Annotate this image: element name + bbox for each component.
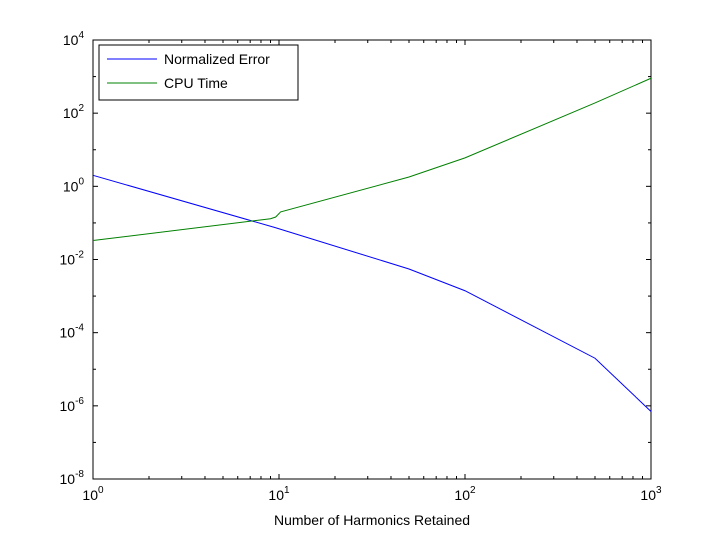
y-tick-label: 10-2 [60,250,85,268]
y-tick-label: 10-4 [60,323,85,341]
plot-area [92,39,652,480]
x-tick-label: 102 [454,485,476,503]
series-line-2 [92,77,652,242]
x-axis-title: Number of Harmonics Retained [274,512,470,528]
series-lines [92,77,652,412]
y-tick-label: 100 [63,176,85,194]
legend: Normalized Error CPU Time [98,44,299,101]
y-tick-label: 10-6 [60,396,85,414]
axis-ticks: 100 101 102 103 10-8 10-6 10-4 10-2 100 102 104 [60,30,662,503]
series-line-1 [92,174,652,412]
legend-box [98,44,299,101]
x-tick-label: 100 [82,485,104,503]
x-tick-label: 103 [640,485,662,503]
y-tick-label: 10-8 [60,469,85,487]
y-tick-label: 104 [63,30,85,48]
y-tick-label: 102 [63,103,85,121]
legend-label: CPU Time [164,75,228,91]
legend-label: Normalized Error [164,51,270,67]
x-tick-label: 101 [268,485,290,503]
